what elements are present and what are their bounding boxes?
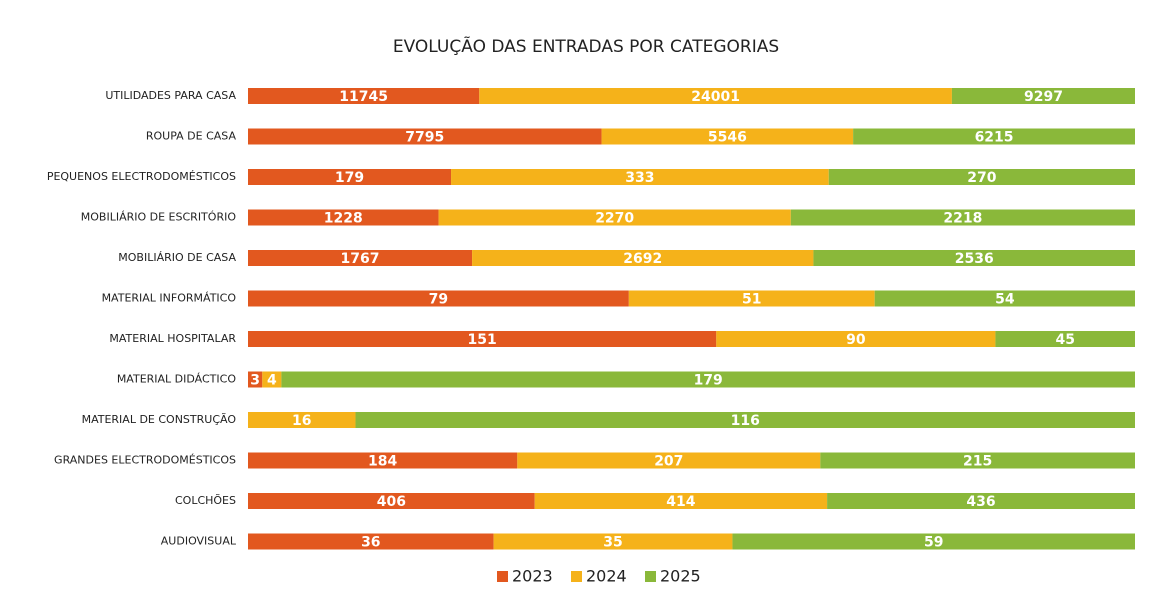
data-label: 1767 bbox=[341, 251, 380, 267]
data-label: 79 bbox=[429, 292, 448, 308]
data-label: 116 bbox=[731, 413, 760, 429]
data-label: 2218 bbox=[943, 211, 982, 227]
data-label: 36 bbox=[361, 535, 380, 551]
legend-label: 2023 bbox=[512, 567, 553, 586]
bar-segment bbox=[493, 533, 733, 550]
data-label: 35 bbox=[603, 535, 622, 551]
category-label: MATERIAL DE CONSTRUÇÃO bbox=[82, 413, 237, 426]
bar-segment bbox=[248, 128, 602, 145]
data-label: 406 bbox=[377, 494, 406, 510]
category-label: AUDIOVISUAL bbox=[161, 535, 237, 548]
bar-segment bbox=[248, 493, 535, 509]
bar-segment bbox=[248, 250, 473, 266]
bar-segment bbox=[248, 371, 263, 388]
category-label: MATERIAL DIDÁCTICO bbox=[117, 373, 237, 386]
data-label: 7795 bbox=[405, 130, 444, 146]
data-label: 207 bbox=[654, 454, 683, 470]
legend-label: 2024 bbox=[586, 567, 627, 586]
legend-swatch bbox=[497, 571, 508, 582]
category-label: PEQUENOS ELECTRODOMÉSTICOS bbox=[47, 170, 236, 183]
data-label: 90 bbox=[846, 332, 866, 348]
data-label: 16 bbox=[292, 413, 311, 429]
data-label: 54 bbox=[995, 292, 1015, 308]
category-label: UTILIDADES PARA CASA bbox=[105, 89, 236, 102]
data-label: 3 bbox=[250, 373, 260, 389]
data-label: 59 bbox=[924, 535, 943, 551]
bar-segment bbox=[479, 88, 952, 104]
bar-segment bbox=[262, 371, 282, 388]
bar-segment bbox=[248, 533, 494, 550]
bar-segment bbox=[248, 209, 439, 226]
bar-segment bbox=[601, 128, 854, 145]
bar-segment bbox=[820, 452, 1135, 469]
bar-segment bbox=[951, 88, 1135, 104]
bar-segment bbox=[248, 290, 629, 307]
data-label: 436 bbox=[966, 494, 995, 510]
data-label: 179 bbox=[335, 170, 364, 186]
bar-segment bbox=[732, 533, 1135, 550]
data-label: 4 bbox=[267, 373, 277, 389]
bar-segment bbox=[281, 371, 1135, 388]
bar-segment bbox=[248, 88, 480, 104]
chart-title: EVOLUÇÃO DAS ENTRADAS POR CATEGORIAS bbox=[393, 35, 779, 57]
data-label: 414 bbox=[666, 494, 695, 510]
data-label: 179 bbox=[694, 373, 723, 389]
bar-segment bbox=[828, 169, 1135, 185]
data-label: 24001 bbox=[691, 89, 740, 105]
bar-segment bbox=[853, 128, 1135, 145]
category-label: MOBILIÁRIO DE ESCRITÓRIO bbox=[81, 211, 237, 224]
category-label: MOBILIÁRIO DE CASA bbox=[118, 251, 236, 264]
data-label: 2536 bbox=[955, 251, 994, 267]
bar-segment bbox=[813, 250, 1135, 266]
category-label: MATERIAL INFORMÁTICO bbox=[102, 292, 237, 305]
bar-segment bbox=[790, 209, 1135, 226]
bar-segment bbox=[827, 493, 1135, 509]
bar-segment bbox=[517, 452, 821, 469]
category-label: ROUPA DE CASA bbox=[146, 130, 237, 143]
data-label: 45 bbox=[1055, 332, 1074, 348]
bar-segment bbox=[248, 412, 356, 428]
bar-segment bbox=[534, 493, 828, 509]
bar-segment bbox=[628, 290, 875, 307]
bar-segment bbox=[995, 331, 1135, 347]
bar-segment bbox=[355, 412, 1135, 428]
data-label: 270 bbox=[967, 170, 996, 186]
legend-swatch bbox=[571, 571, 582, 582]
data-label: 2270 bbox=[595, 211, 634, 227]
bar-segment bbox=[716, 331, 996, 347]
data-label: 2692 bbox=[623, 251, 662, 267]
data-label: 333 bbox=[625, 170, 654, 186]
legend-swatch bbox=[645, 571, 656, 582]
data-label: 215 bbox=[963, 454, 992, 470]
data-label: 151 bbox=[468, 332, 497, 348]
data-label: 184 bbox=[368, 454, 397, 470]
data-label: 5546 bbox=[708, 130, 747, 146]
data-label: 51 bbox=[742, 292, 761, 308]
bar-segment bbox=[248, 452, 518, 469]
bar-segment bbox=[472, 250, 814, 266]
legend-label: 2025 bbox=[660, 567, 701, 586]
category-label: COLCHÕES bbox=[175, 494, 236, 507]
data-label: 9297 bbox=[1024, 89, 1063, 105]
bar-segment bbox=[874, 290, 1135, 307]
data-label: 1228 bbox=[324, 211, 363, 227]
bar-segment bbox=[248, 169, 452, 185]
data-label: 6215 bbox=[975, 130, 1014, 146]
category-label: GRANDES ELECTRODOMÉSTICOS bbox=[54, 454, 236, 467]
category-label: MATERIAL HOSPITALAR bbox=[109, 332, 236, 345]
data-label: 11745 bbox=[339, 89, 388, 105]
bar-segment bbox=[438, 209, 791, 226]
bar-segment bbox=[451, 169, 829, 185]
bar-segment bbox=[248, 331, 717, 347]
